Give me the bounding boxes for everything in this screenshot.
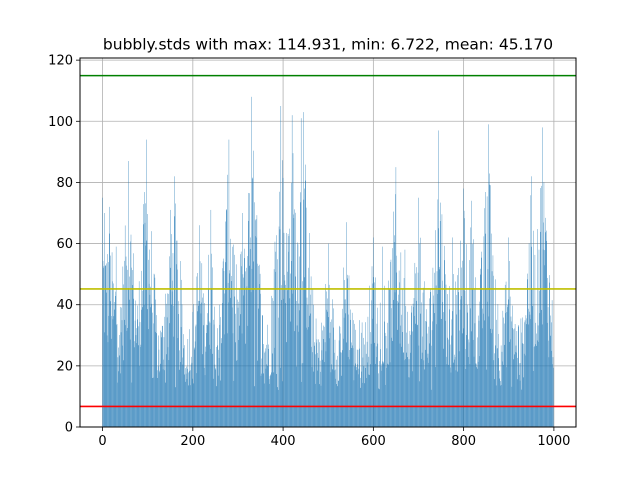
y-tick-label: 20 xyxy=(56,359,73,374)
y-tick-label: 120 xyxy=(48,54,73,69)
plot-frame xyxy=(79,57,577,428)
x-tick-label: 0 xyxy=(98,434,106,449)
x-tick-label: 600 xyxy=(361,434,386,449)
x-tick-label: 400 xyxy=(271,434,296,449)
x-axis-ticks: 0 200 400 600 800 1000 xyxy=(98,427,570,449)
y-tick-label: 40 xyxy=(56,298,73,313)
x-tick-label: 1000 xyxy=(537,434,570,449)
x-tick-label: 200 xyxy=(180,434,205,449)
y-tick-label: 80 xyxy=(56,176,73,191)
bars xyxy=(102,96,554,428)
y-tick-label: 100 xyxy=(48,115,73,130)
y-axis-ticks: 0 20 40 60 80 100 120 xyxy=(48,54,80,436)
x-tick-label: 800 xyxy=(451,434,476,449)
y-tick-label: 0 xyxy=(65,421,73,436)
reference-lines xyxy=(80,74,576,408)
chart-title: bubbly.stds with max: 114.931, min: 6.72… xyxy=(103,36,553,54)
y-tick-label: 60 xyxy=(56,237,73,252)
